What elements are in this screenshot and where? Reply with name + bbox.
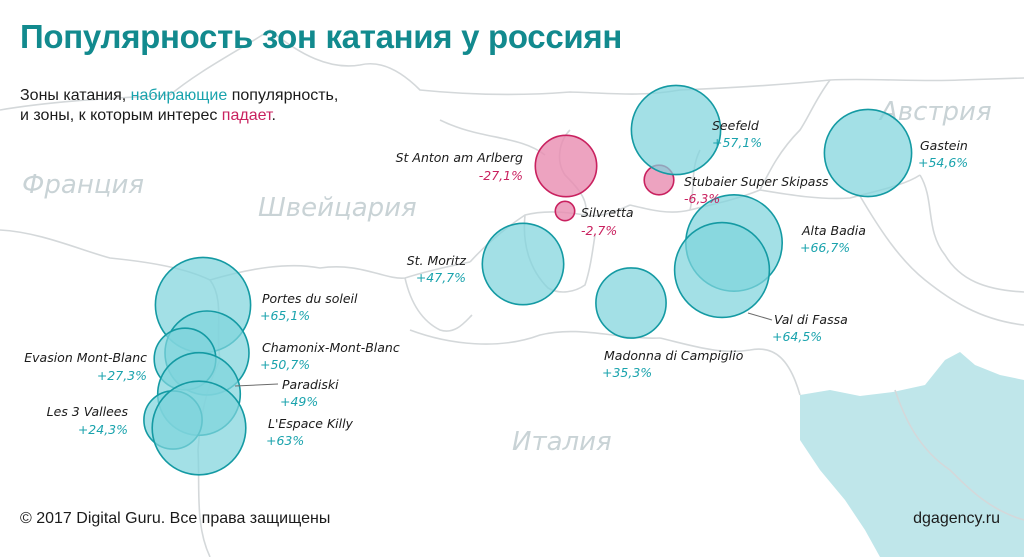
zone-name-chamonix: Chamonix-Mont-Blanc [262, 340, 400, 355]
zone-name-madonna: Madonna di Campiglio [604, 348, 744, 363]
zone-bubble-l-espace-killy [151, 380, 247, 476]
zone-value-st-anton: -27,1% [479, 168, 523, 183]
zone-bubble-seefeld [630, 84, 722, 176]
zone-value-stubaier: -6,3% [684, 191, 720, 206]
zone-name-alta-badia: Alta Badia [801, 223, 866, 238]
zone-name-seefeld: Seefeld [712, 118, 759, 133]
zone-name-espace-killy: L'Espace Killy [268, 416, 354, 431]
zone-value-alta-badia: +66,7% [800, 240, 850, 255]
growing-label: набирающие [130, 87, 228, 104]
adriatic-sea [800, 352, 1024, 557]
zone-name-val-di-fassa: Val di Fassa [774, 312, 848, 327]
zone-bubble-gastein [823, 108, 913, 198]
zone-name-stubaier: Stubaier Super Skipass [684, 174, 829, 189]
subtitle-text: . [271, 107, 276, 124]
zone-name-st-anton: St Anton am Arlberg [396, 150, 523, 165]
subtitle-text: и зоны, к которым интерес [20, 107, 222, 124]
zone-value-gastein: +54,6% [918, 155, 968, 170]
zone-value-st-moritz: +47,7% [416, 270, 466, 285]
zone-bubble-st-anton-am-arlberg [534, 134, 598, 198]
zone-value-les-3-vallees: +24,3% [78, 422, 128, 437]
zone-bubbles [143, 84, 913, 476]
subtitle-text: популярность, [227, 87, 339, 104]
subtitle-text: Зоны катания, [20, 87, 131, 104]
zone-name-paradiski: Paradiski [282, 377, 339, 392]
leader-lines [234, 312, 773, 387]
legend-description: Зоны катания, набирающие популярность, и… [20, 86, 338, 126]
zone-bubble-silvretta [554, 200, 576, 222]
page-title: Популярность зон катания у россиян [20, 18, 622, 55]
zone-value-val-di-fassa: +64,5% [772, 329, 822, 344]
zone-name-st-moritz: St. Moritz [407, 253, 467, 268]
zone-value-chamonix: +50,7% [260, 357, 310, 372]
zone-value-silvretta: -2,7% [581, 223, 617, 238]
zone-value-madonna: +35,3% [602, 365, 652, 380]
zone-labels: St Anton am Arlberg -27,1% Silvretta -2,… [24, 118, 968, 448]
zone-name-portes-du-soleil: Portes du soleil [262, 291, 358, 306]
country-label-france: Франция [22, 170, 144, 200]
zone-name-evasion: Evasion Mont-Blanc [24, 350, 147, 365]
falling-label: падает [221, 107, 272, 124]
zone-value-paradiski: +49% [280, 394, 318, 409]
zone-value-evasion: +27,3% [97, 368, 147, 383]
country-label-switzerland: Швейцария [258, 193, 417, 223]
zone-bubble-madonna-di-campiglio [595, 267, 667, 339]
zone-name-gastein: Gastein [920, 138, 968, 153]
zone-bubble-st-moritz [481, 222, 565, 306]
site-link[interactable]: dgagency.ru [913, 510, 1000, 527]
zone-name-silvretta: Silvretta [581, 205, 634, 220]
zone-value-espace-killy: +63% [266, 433, 304, 448]
zone-bubble-val-di-fassa [673, 221, 771, 319]
zone-value-portes-du-soleil: +65,1% [260, 308, 310, 323]
copyright-notice: © 2017 Digital Guru. Все права защищены [20, 510, 331, 527]
zone-name-les-3-vallees: Les 3 Vallees [47, 404, 129, 419]
country-label-italy: Италия [512, 427, 612, 457]
zone-value-seefeld: +57,1% [712, 135, 762, 150]
